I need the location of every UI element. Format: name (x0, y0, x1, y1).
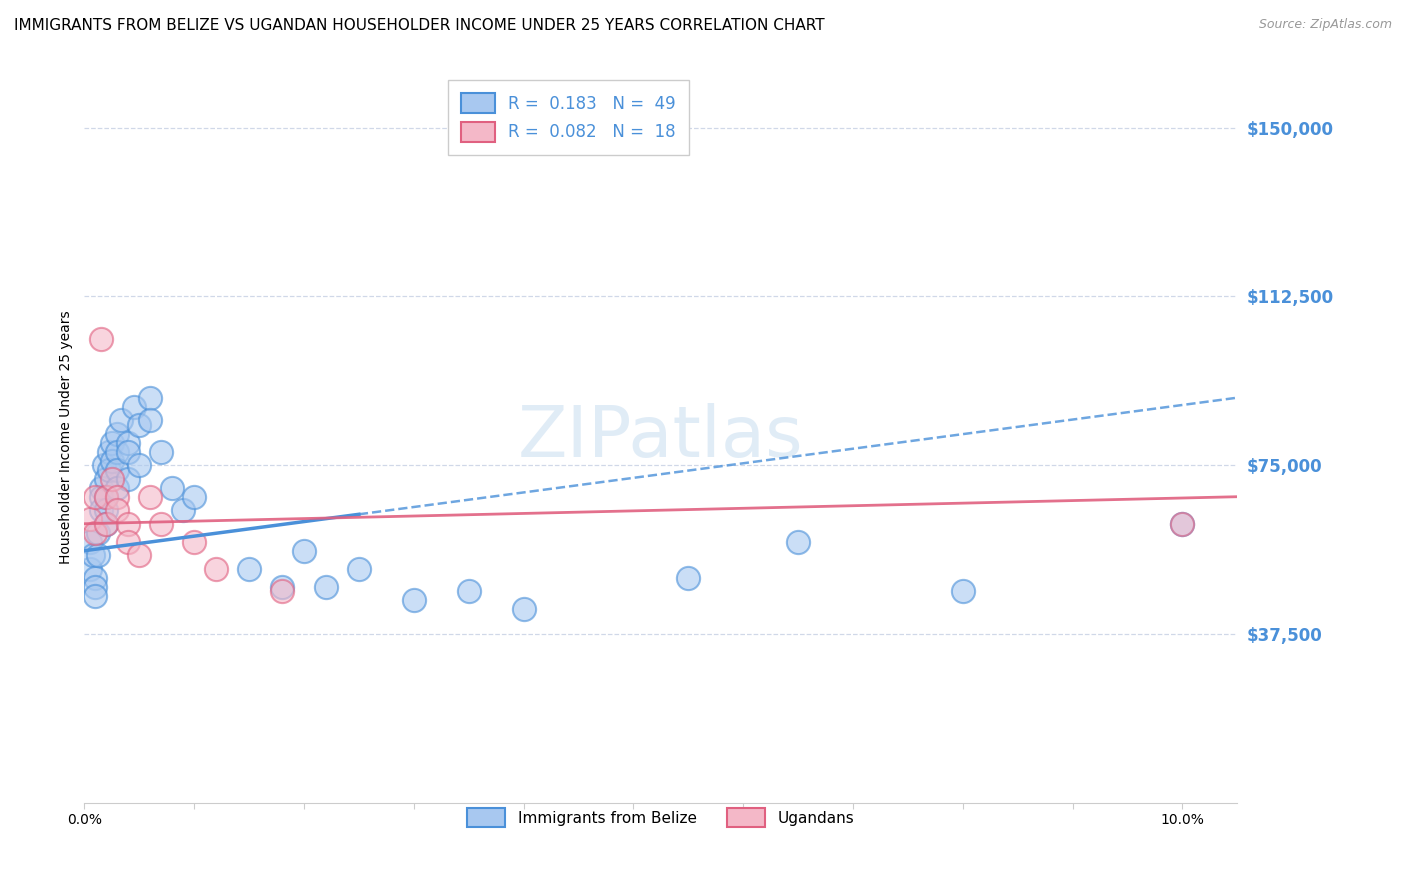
Point (457, 584, 479, 599)
Point (105, 444, 128, 458)
Point (183, 534, 205, 549)
Point (139, 490, 162, 504)
Point (292, 543, 315, 558)
Point (117, 444, 139, 458)
Point (122, 400, 145, 414)
Point (90, 332, 112, 346)
Point (96, 503, 118, 517)
Point (315, 580, 337, 594)
Point (105, 481, 128, 495)
Point (183, 490, 205, 504)
Point (84, 580, 107, 594)
Point (97, 463, 120, 477)
Point (101, 435, 124, 450)
Point (90, 490, 112, 504)
Point (952, 584, 974, 599)
Point (150, 516, 173, 531)
Point (117, 534, 139, 549)
Point (96, 516, 118, 531)
Point (105, 426, 128, 441)
Point (105, 490, 128, 504)
Point (101, 453, 124, 467)
Point (238, 562, 260, 576)
Point (84, 525, 107, 540)
Point (402, 593, 425, 607)
Point (128, 458, 150, 473)
Point (86, 525, 108, 540)
Y-axis label: Householder Income Under 25 years: Householder Income Under 25 years (59, 310, 73, 564)
Point (96, 516, 118, 531)
Point (128, 548, 150, 562)
Point (150, 444, 173, 458)
Point (79, 534, 101, 549)
Legend: Immigrants from Belize, Ugandans: Immigrants from Belize, Ugandans (456, 796, 866, 839)
Point (160, 481, 183, 495)
Point (1171, 516, 1194, 531)
Point (84, 571, 107, 585)
Point (1171, 516, 1194, 531)
Point (96, 490, 118, 504)
Point (271, 584, 294, 599)
Point (105, 503, 128, 517)
Point (84, 490, 107, 504)
Point (97, 444, 120, 458)
Point (117, 516, 139, 531)
Text: ZIPatlas: ZIPatlas (517, 402, 804, 472)
Text: IMMIGRANTS FROM BELIZE VS UGANDAN HOUSEHOLDER INCOME UNDER 25 YEARS CORRELATION : IMMIGRANTS FROM BELIZE VS UGANDAN HOUSEH… (14, 18, 825, 33)
Point (82, 548, 104, 562)
Point (90, 481, 112, 495)
Point (117, 472, 139, 486)
Point (110, 413, 132, 427)
Point (117, 435, 139, 450)
Point (678, 571, 700, 585)
Point (93, 458, 115, 473)
Point (347, 562, 370, 576)
Point (512, 602, 534, 616)
Point (79, 562, 101, 576)
Point (90, 503, 112, 517)
Point (139, 391, 162, 405)
Point (96, 490, 118, 504)
Point (787, 534, 810, 549)
Point (79, 512, 101, 526)
Point (96, 472, 118, 486)
Point (172, 503, 194, 517)
Point (101, 472, 124, 486)
Point (84, 589, 107, 603)
Point (271, 580, 294, 594)
Point (128, 417, 150, 432)
Point (105, 463, 128, 477)
Point (139, 413, 162, 427)
Point (205, 562, 228, 576)
Text: Source: ZipAtlas.com: Source: ZipAtlas.com (1258, 18, 1392, 31)
Point (86, 548, 108, 562)
